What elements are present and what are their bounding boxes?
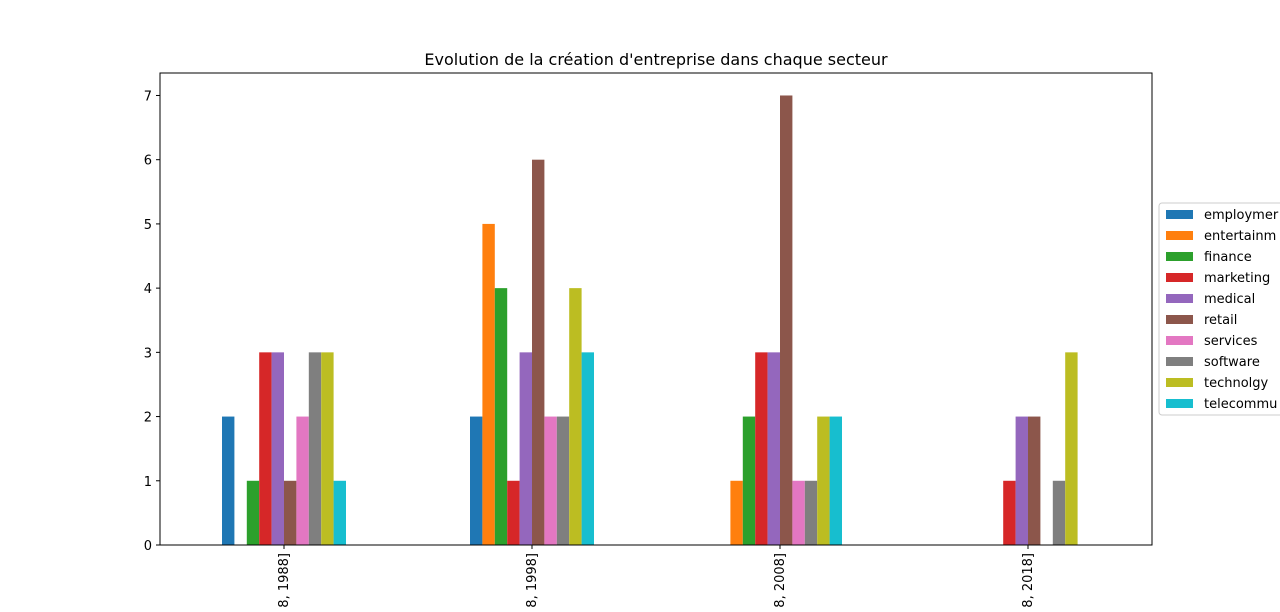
legend-label-entertainment: entertainm [1204, 229, 1276, 244]
bar-marketing-2 [755, 352, 768, 545]
legend-label-finance: finance [1204, 250, 1252, 265]
bar-retail-3 [1028, 416, 1041, 545]
chart-title: Evolution de la création d'entreprise da… [424, 50, 888, 69]
legend-label-services: services [1204, 334, 1258, 349]
bar-telecommunications-1 [581, 352, 594, 545]
bar-technolgy-2 [817, 416, 830, 545]
bar-technolgy-1 [569, 288, 582, 545]
bar-technolgy-3 [1065, 352, 1078, 545]
bar-finance-1 [494, 288, 508, 545]
bar-retail-2 [780, 95, 793, 545]
legend-label-telecommunications: telecommu [1204, 397, 1277, 412]
bar-medical-2 [767, 352, 780, 545]
bar-marketing-1 [507, 480, 520, 545]
y-tick-label-0: 0 [144, 539, 152, 554]
legend-label-software: software [1204, 355, 1260, 370]
legend-label-medical: medical [1204, 292, 1255, 307]
bar-retail-0 [284, 480, 297, 545]
y-tick-label-7: 7 [144, 89, 152, 104]
legend-label-marketing: marketing [1204, 271, 1270, 286]
legend-label-technolgy: technolgy [1204, 376, 1269, 391]
bar-finance-2 [742, 416, 756, 545]
bar-entertainment-1 [482, 223, 495, 545]
x-axis: 8, 1988] 8, 1998] 8, 2008] 8, 2018] [277, 545, 1036, 608]
x-tick-label-1: 8, 1998] [525, 553, 540, 608]
bar-software-1 [556, 416, 570, 545]
legend-swatch-services [1166, 336, 1193, 345]
plot-frame [159, 72, 1153, 546]
bar-medical-0 [271, 352, 284, 545]
legend-swatch-marketing [1166, 273, 1193, 282]
legend-swatch-telecommunications [1166, 399, 1193, 408]
legend-swatch-technolgy [1166, 378, 1193, 387]
bar-employment-0 [222, 416, 235, 545]
y-axis: 0 1 2 3 4 5 6 7 [144, 89, 160, 554]
bar-services-0 [296, 416, 309, 545]
legend-swatch-entertainment [1166, 231, 1193, 240]
bar-services-1 [544, 416, 557, 545]
y-tick-label-4: 4 [144, 282, 152, 297]
x-tick-label-0: 8, 1988] [277, 553, 292, 608]
legend-swatch-medical [1166, 294, 1193, 303]
y-tick-label-5: 5 [144, 218, 152, 233]
bar-employment-1 [470, 416, 483, 545]
bar-entertainment-2 [730, 480, 743, 545]
y-tick-label-3: 3 [144, 346, 152, 361]
legend-label-retail: retail [1204, 313, 1237, 328]
legend-swatch-software [1166, 357, 1193, 366]
bar-telecommunications-2 [829, 416, 842, 545]
bar-medical-1 [519, 352, 532, 545]
x-tick-label-2: 8, 2008] [773, 553, 788, 608]
x-tick-label-3: 8, 2018] [1021, 553, 1036, 608]
bar-medical-3 [1015, 416, 1028, 545]
y-tick-label-1: 1 [144, 475, 152, 490]
bar-software-2 [804, 480, 818, 545]
legend-swatch-retail [1166, 315, 1193, 324]
bar-finance-0 [246, 480, 260, 545]
y-tick-label-6: 6 [144, 154, 152, 169]
bar-retail-1 [532, 159, 545, 545]
bar-telecommunications-0 [333, 480, 346, 545]
bar-marketing-3 [1003, 480, 1016, 545]
bar-software-0 [308, 352, 322, 545]
bar-marketing-0 [259, 352, 272, 545]
legend-swatch-finance [1166, 252, 1193, 261]
bar-technolgy-0 [321, 352, 334, 545]
legend-label-employment: employmer [1204, 208, 1279, 223]
y-tick-label-2: 2 [144, 411, 152, 426]
bar-software-3 [1052, 480, 1066, 545]
bars-layer [222, 95, 1078, 545]
bar-services-2 [792, 480, 805, 545]
legend: employmer entertainm finance marketing medic… [1158, 202, 1280, 416]
legend-swatch-employment [1166, 210, 1193, 219]
